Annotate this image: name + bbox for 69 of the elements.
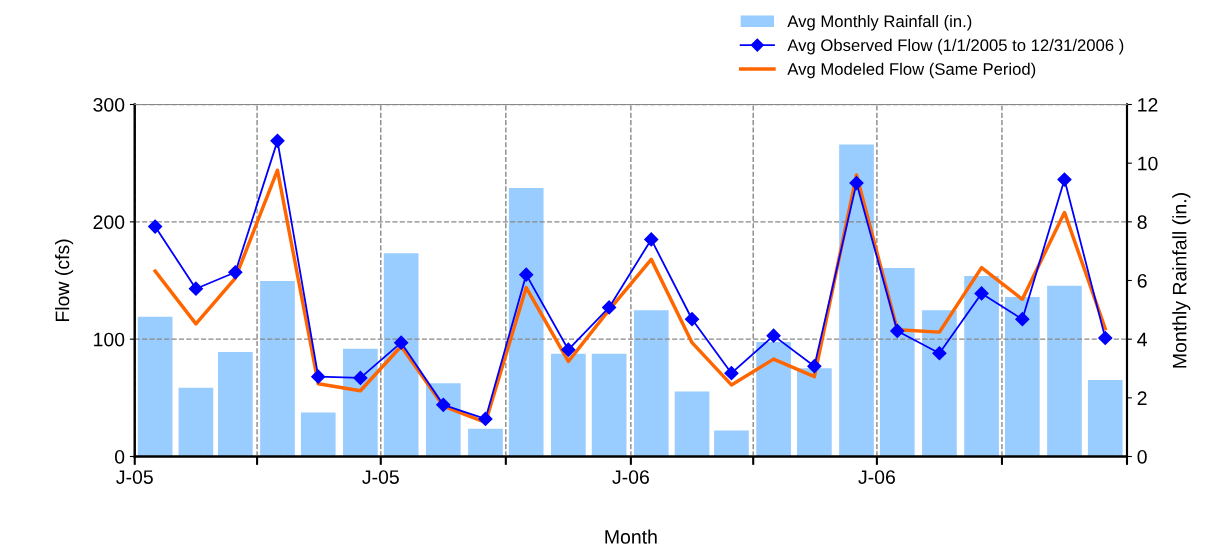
y2-tick-label: 12 [1138,97,1158,112]
bar [633,310,669,457]
bar [260,281,295,457]
point [974,286,989,301]
bar [714,430,749,457]
point [353,370,368,385]
y-tick-label: 0 [114,449,125,464]
bar [468,428,503,457]
x-axis-title: Month [605,529,657,544]
bar [1087,379,1123,457]
bar [178,387,214,457]
point [602,300,617,315]
point [270,133,285,148]
bar [300,412,336,457]
bar [839,144,874,457]
point [228,265,243,280]
x-tick-label: J-06 [612,470,649,484]
point [478,411,493,427]
legend-label: Avg Modeled Flow (Same Period) [787,62,1036,79]
point [807,359,822,374]
bar [1047,285,1082,457]
point [1015,312,1030,327]
y2-tick-label: 0 [1137,449,1147,464]
y-tick-label: 200 [93,215,125,230]
point [561,342,576,357]
y2-tick-label: 4 [1137,332,1147,347]
y-tick-label: 100 [94,332,125,347]
bar [756,342,791,457]
bar [879,267,915,457]
y2-tick-label: 10 [1138,156,1158,171]
point [148,219,163,234]
point [394,335,409,350]
point [644,232,659,247]
bar [674,391,710,457]
point [724,366,739,381]
legend-label: Avg Observed Flow (1/1/2005 to 12/31/2006 ) [787,38,1124,55]
bar [217,352,253,457]
y-axis-title: Flow (cfs) [55,239,74,322]
y2-tick-label: 6 [1137,273,1147,288]
bar [508,188,544,457]
bar [137,316,173,457]
point [436,397,451,412]
bar [1004,296,1040,457]
bar [591,353,627,457]
point [1057,172,1072,187]
bar [922,310,957,457]
point [890,323,905,339]
y2-tick-label: 8 [1137,215,1147,230]
point [311,369,326,384]
bar [551,353,586,457]
point [1098,330,1113,346]
y2-axis-title: Monthly Rainfall (in.) [1172,193,1191,368]
point [766,328,781,343]
point [932,346,947,361]
bar [425,383,461,457]
legend-label: Avg Monthly Rainfall (in.) [787,15,972,31]
point [519,267,534,282]
bar [343,348,378,457]
x-tick-label: J-05 [362,470,399,484]
point [849,176,864,191]
bar [383,253,419,457]
bar [797,368,832,457]
point [188,281,203,296]
y-tick-label: 300 [93,97,125,112]
bar [964,276,999,457]
x-tick-label: J-05 [116,470,153,484]
x-tick-label: J-06 [858,470,895,484]
y2-tick-label: 2 [1137,391,1147,405]
point [684,312,700,327]
